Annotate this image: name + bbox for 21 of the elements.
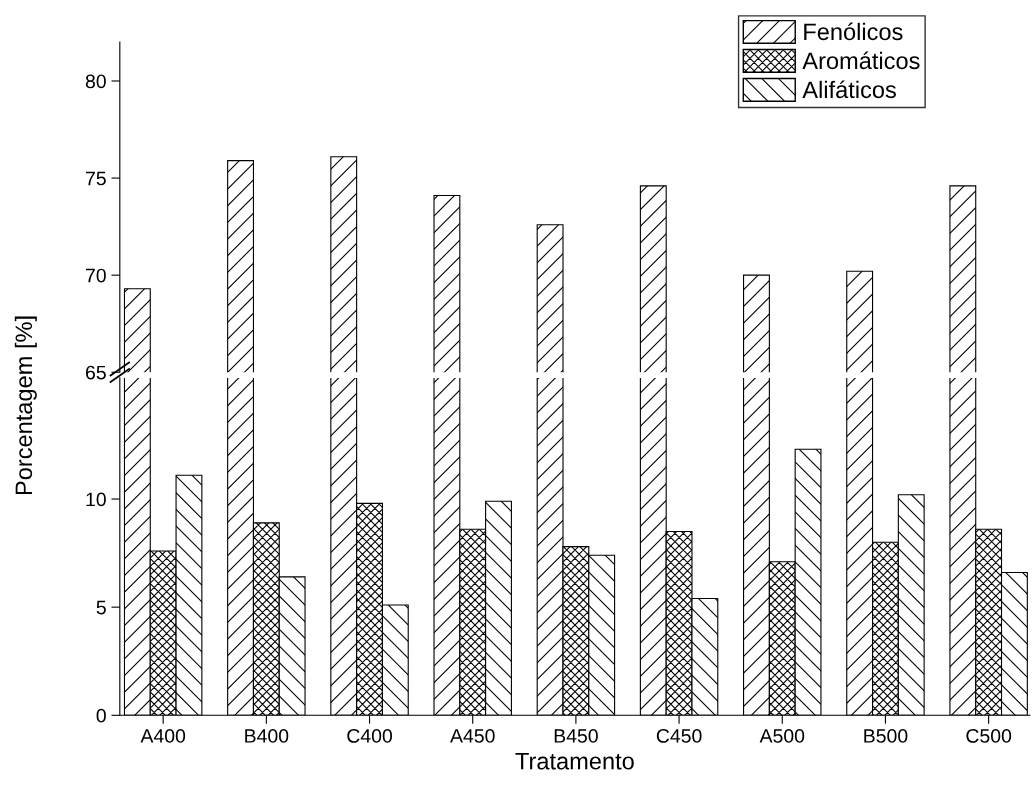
x-tick-label: A400: [140, 729, 186, 743]
legend-label: Aromáticos: [802, 51, 920, 70]
legend-label: Alifáticos: [802, 80, 896, 99]
y-tick-label: 10: [86, 492, 106, 507]
x-tick-label: C400: [347, 729, 393, 743]
y-tick-label: 5: [96, 600, 106, 615]
x-tick-label: C500: [966, 729, 1012, 743]
y-tick-label: 0: [96, 708, 106, 723]
x-tick-label: B450: [554, 729, 598, 743]
x-tick-label: B400: [245, 729, 289, 743]
x-axis-title: Tratamento: [515, 753, 634, 770]
y-tick-label: 70: [86, 268, 106, 283]
x-tick-label: A450: [450, 729, 495, 743]
y-tick-label: 80: [85, 74, 106, 89]
y-tick-label: 65: [86, 365, 106, 380]
legend-label: Fenólicos: [804, 22, 903, 41]
y-tick-label: 75: [86, 171, 106, 186]
x-tick-label: A500: [759, 729, 805, 743]
y-axis-title: Porcentagem [%]: [14, 316, 37, 495]
x-tick-label: C450: [656, 729, 702, 743]
x-tick-label: B500: [864, 729, 908, 743]
